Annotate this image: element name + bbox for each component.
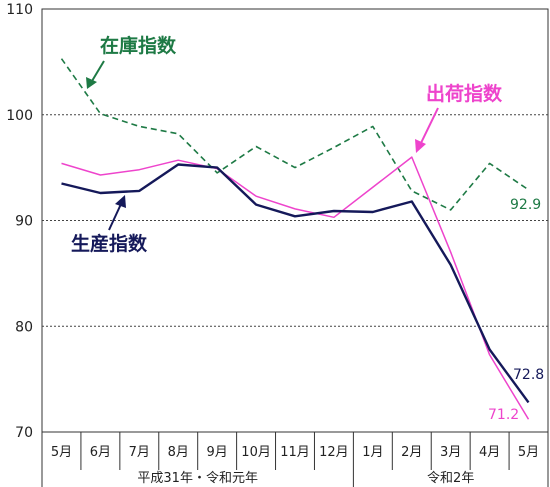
y-tick-label: 90 [15,214,33,230]
y-tick-label: 110 [6,2,33,18]
x-tick-label: 2月 [401,445,422,460]
x-tick-label: 12月 [319,445,349,460]
value-label-production: 72.8 [513,367,544,383]
x-tick-label: 9月 [207,445,228,460]
arrow-inventory [86,60,105,89]
arrow-production [108,195,126,231]
series-layer [60,58,530,420]
x-tick-label: 7月 [129,445,150,460]
x-tick-label: 5月 [518,445,539,460]
x-tick-label: 1月 [362,445,383,460]
era-label: 令和2年 [427,471,474,486]
x-tick-label: 3月 [440,445,461,460]
x-tick-label: 11月 [280,445,310,460]
gridlines [42,114,548,327]
series-line-shipment [61,156,530,420]
y-tick-label: 100 [6,108,33,124]
value-label-inventory: 92.9 [510,197,541,213]
label-inventory: 在庫指数 [100,34,177,57]
series-line-production [61,163,530,404]
x-tick-label: 4月 [479,445,500,460]
x-tick-label: 10月 [241,445,271,460]
y-tick-label: 80 [15,319,33,335]
label-production: 生産指数 [71,232,148,255]
x-tick-label: 5月 [51,445,72,460]
x-tick-label: 6月 [90,445,111,460]
y-axis: 70 80 90 100 110 [6,2,33,441]
label-shipment: 出荷指数 [426,82,503,105]
era-label: 平成31年・令和元年 [137,471,258,486]
x-tick-label: 8月 [168,445,189,460]
series-line-inventory [60,58,529,211]
value-label-shipment: 71.2 [488,407,519,423]
y-tick-label: 70 [15,425,33,441]
arrow-shipment [415,107,439,153]
